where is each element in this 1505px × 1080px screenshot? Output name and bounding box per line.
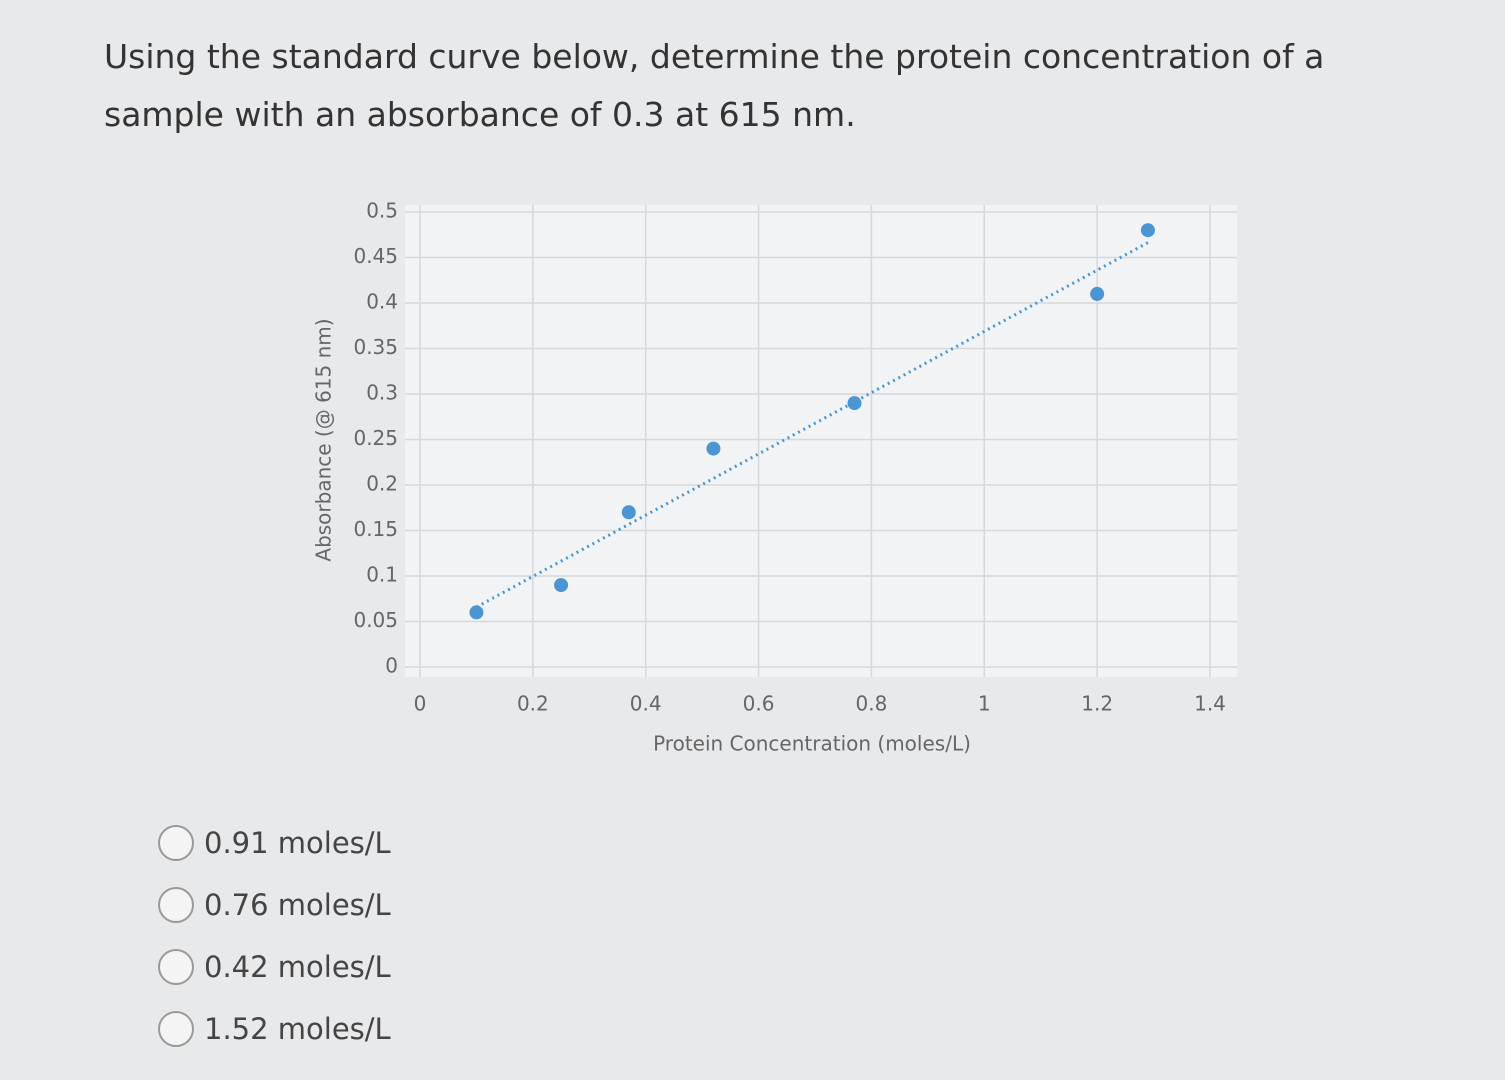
y-tick-label: 0.3 <box>366 381 398 405</box>
y-tick-label: 0.35 <box>353 335 398 359</box>
radio-button[interactable] <box>158 1011 194 1047</box>
data-point <box>847 396 862 411</box>
y-tick-label: 0.15 <box>353 517 398 541</box>
option[interactable]: 0.76 moles/L <box>158 887 391 923</box>
x-tick-label: 1.2 <box>1081 692 1113 716</box>
data-point <box>621 505 636 520</box>
trendline <box>475 241 1149 609</box>
data-point <box>706 441 721 456</box>
option-label[interactable]: 0.76 moles/L <box>204 888 391 922</box>
data-point <box>1090 286 1105 301</box>
y-axis-label: Absorbance (@ 615 nm) <box>312 318 336 561</box>
y-tick-label: 0 <box>385 654 398 678</box>
x-tick-label: 1.4 <box>1194 692 1226 716</box>
plot-area <box>405 205 1237 677</box>
y-tick-label: 0.05 <box>353 608 398 632</box>
option-label[interactable]: 0.91 moles/L <box>204 826 391 860</box>
radio-button[interactable] <box>158 825 194 861</box>
option-label[interactable]: 0.42 moles/L <box>204 950 391 984</box>
x-tick-label: 1 <box>978 692 991 716</box>
y-tick-label: 0.4 <box>366 290 398 314</box>
data-point <box>469 605 484 620</box>
option[interactable]: 0.42 moles/L <box>158 949 391 985</box>
data-point <box>554 578 569 593</box>
x-tick-label: 0.2 <box>517 692 549 716</box>
option[interactable]: 1.52 moles/L <box>158 1011 391 1047</box>
y-tick-label: 0.5 <box>366 199 398 223</box>
y-tick-label: 0.25 <box>353 426 398 450</box>
y-tick-label: 0.45 <box>353 244 398 268</box>
option[interactable]: 0.91 moles/L <box>158 825 391 861</box>
y-tick-label: 0.2 <box>366 472 398 496</box>
chart: Protein Concentration (moles/L) Absorban… <box>312 199 1237 756</box>
data-point <box>1140 223 1155 238</box>
x-tick-label: 0.4 <box>630 692 662 716</box>
x-tick-label: 0.8 <box>856 692 888 716</box>
x-tick-label: 0.6 <box>743 692 775 716</box>
x-tick-label: 0 <box>414 692 427 716</box>
option-label[interactable]: 1.52 moles/L <box>204 1012 391 1046</box>
question: Using the standard curve below, determin… <box>104 37 1325 134</box>
x-axis-label: Protein Concentration (moles/L) <box>653 732 971 756</box>
y-tick-label: 0.1 <box>366 563 398 587</box>
radio-button[interactable] <box>158 949 194 985</box>
radio-button[interactable] <box>158 887 194 923</box>
